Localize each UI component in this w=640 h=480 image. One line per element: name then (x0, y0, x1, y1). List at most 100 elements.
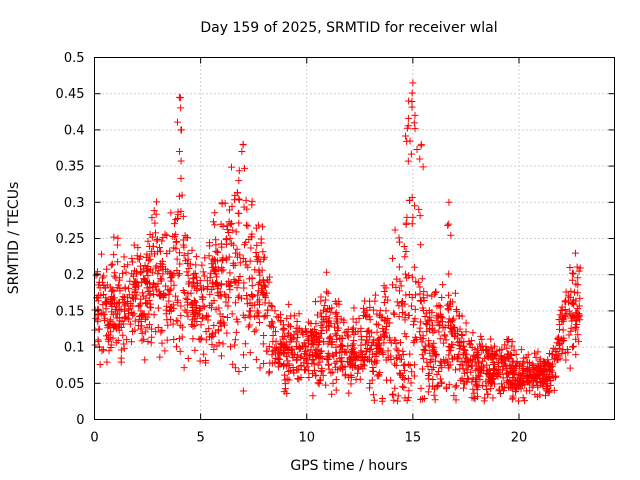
data-point (516, 374, 524, 382)
chart-title: Day 159 of 2025, SRMTID for receiver wla… (200, 20, 497, 36)
data-point (187, 289, 195, 297)
data-point (330, 352, 338, 360)
data-point (524, 351, 532, 359)
data-point (231, 364, 239, 372)
data-point (285, 300, 293, 308)
data-point (246, 257, 254, 265)
data-point (317, 368, 325, 376)
data-point (509, 368, 517, 376)
data-point (452, 396, 460, 404)
data-point (163, 231, 171, 239)
data-point (320, 338, 328, 346)
data-point (248, 293, 256, 301)
data-point (417, 384, 425, 392)
data-point (418, 351, 426, 359)
data-point (369, 367, 377, 375)
data-point (191, 322, 199, 330)
data-point (176, 260, 184, 268)
data-point (154, 304, 162, 312)
data-point (189, 335, 197, 343)
data-point (227, 163, 235, 171)
data-point (115, 307, 123, 315)
data-point (130, 241, 138, 249)
data-point (569, 269, 577, 277)
data-point (431, 385, 439, 393)
data-point (261, 281, 269, 289)
data-point (232, 278, 240, 286)
data-point (543, 367, 551, 375)
data-point (399, 347, 407, 355)
data-point (107, 341, 115, 349)
data-point (249, 292, 257, 300)
data-point (470, 351, 478, 359)
data-point (329, 368, 337, 376)
data-point (445, 343, 453, 351)
data-point (380, 288, 388, 296)
data-point (172, 238, 180, 246)
data-point (225, 253, 233, 261)
data-point (433, 370, 441, 378)
data-point (427, 356, 435, 364)
data-point (264, 347, 272, 355)
y-axis-ticks: 0 0.05 0.1 0.15 0.2 0.25 0.3 0.35 0.4 0.45 0.5 (56, 51, 615, 428)
data-point (512, 363, 520, 371)
data-point (137, 269, 145, 277)
data-point (331, 323, 339, 331)
data-point (430, 363, 438, 371)
data-point (140, 335, 148, 343)
data-point (571, 249, 579, 257)
data-point (211, 221, 219, 229)
data-point (121, 313, 129, 321)
data-point (456, 345, 464, 353)
data-point (140, 310, 148, 318)
data-point (232, 228, 240, 236)
data-point (372, 320, 380, 328)
data-point (573, 263, 581, 271)
data-point (116, 313, 124, 321)
data-point (183, 268, 191, 276)
data-point (148, 214, 156, 222)
data-point (213, 273, 221, 281)
data-point (256, 271, 264, 279)
data-point (241, 164, 249, 172)
data-point (339, 334, 347, 342)
data-point (143, 265, 151, 273)
data-point (430, 344, 438, 352)
data-point (212, 305, 220, 313)
data-point (464, 363, 472, 371)
data-point (386, 319, 394, 327)
data-point (148, 333, 156, 341)
data-point (254, 253, 262, 261)
x-tick-label: 20 (511, 431, 528, 446)
data-point (397, 282, 405, 290)
data-point (269, 331, 277, 339)
data-point (551, 346, 559, 354)
data-point (265, 343, 273, 351)
data-point (99, 274, 107, 282)
data-point (174, 211, 182, 219)
data-point (394, 397, 402, 405)
data-point (97, 291, 105, 299)
data-point (256, 364, 264, 372)
data-point (532, 353, 540, 361)
data-point (252, 326, 260, 334)
data-point (142, 299, 150, 307)
data-point (405, 387, 413, 395)
data-point (520, 358, 528, 366)
data-point (184, 355, 192, 363)
data-point (485, 348, 493, 356)
data-point (407, 379, 415, 387)
data-point (162, 282, 170, 290)
data-point (251, 301, 259, 309)
data-point (222, 298, 230, 306)
data-point (315, 380, 323, 388)
data-point (327, 369, 335, 377)
data-point (366, 303, 374, 311)
data-point (268, 318, 276, 326)
data-point (372, 291, 380, 299)
data-point (411, 361, 419, 369)
data-point (435, 368, 443, 376)
data-point (153, 236, 161, 244)
data-point (445, 351, 453, 359)
data-point (236, 273, 244, 281)
